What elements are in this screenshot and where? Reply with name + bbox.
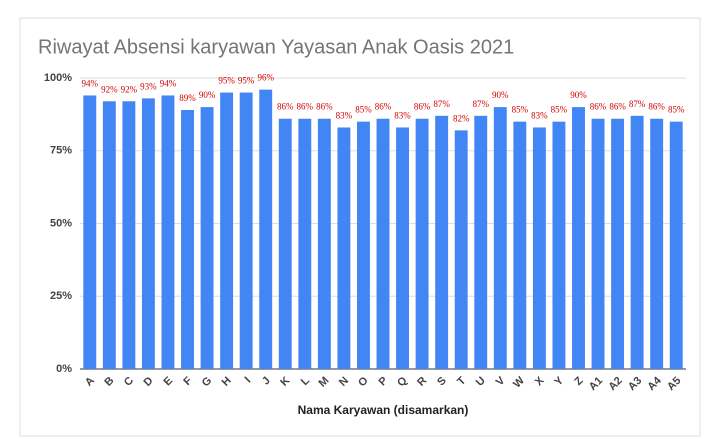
y-tick-label: 0% [56,363,72,375]
bar [259,89,273,369]
value-label: 83% [394,110,411,120]
bar [669,121,683,370]
x-axis-title: Nama Karyawan (disamarkan) [298,403,469,417]
value-label: 86% [590,102,607,112]
value-label: 96% [257,73,274,83]
value-label: 82% [453,113,470,123]
value-label: 86% [609,102,626,112]
value-label: 86% [375,102,392,112]
bar [415,118,429,370]
bar [552,121,566,370]
x-tick-label: I [243,375,254,386]
value-label: 94% [82,78,99,88]
value-label: 89% [179,93,196,103]
bar [200,107,214,369]
bar [239,92,253,370]
y-tick-label: 100% [44,72,72,84]
bar [181,110,194,369]
value-label: 92% [121,84,138,94]
bar [317,118,331,370]
bar [396,127,409,369]
value-label: 86% [414,102,431,112]
bar [141,98,155,370]
bar [122,101,136,369]
value-label: 90% [570,90,587,100]
value-label: 86% [648,102,665,112]
bar [298,118,312,370]
bar [532,127,546,369]
bar [102,101,116,369]
bar [650,118,664,370]
value-label: 86% [316,102,333,112]
bar [220,92,234,370]
bar [376,118,390,370]
value-label: 93% [140,81,157,91]
bar [572,107,585,369]
y-tick-label: 50% [50,217,72,229]
y-tick-label: 75% [50,145,72,157]
value-label: 86% [297,102,314,112]
value-label: 90% [492,90,509,100]
bar [630,115,644,369]
bar [611,118,625,370]
y-tick-label: 25% [50,290,72,302]
value-label: 85% [355,105,372,115]
value-label: 85% [668,105,685,115]
bar [337,127,351,369]
value-label: 87% [472,99,489,109]
bar [161,95,175,370]
bar [493,107,507,369]
bar [454,130,468,369]
value-label: 95% [238,76,255,86]
value-label: 90% [199,90,216,100]
value-label: 95% [218,76,235,86]
chart-title: Riwayat Absensi karyawan Yayasan Anak Oa… [38,36,514,58]
value-label: 92% [101,84,118,94]
bar [591,118,605,370]
value-label: 87% [433,99,450,109]
bar [435,115,449,369]
bar [513,121,527,370]
bar [278,118,292,370]
bar [357,121,370,370]
value-label: 87% [629,99,646,109]
bar [474,115,488,369]
value-label: 94% [160,78,177,88]
value-label: 86% [277,102,294,112]
value-label: 85% [512,105,529,115]
value-label: 83% [336,110,353,120]
value-label: 83% [531,110,548,120]
value-label: 85% [551,105,568,115]
bar [83,95,97,370]
